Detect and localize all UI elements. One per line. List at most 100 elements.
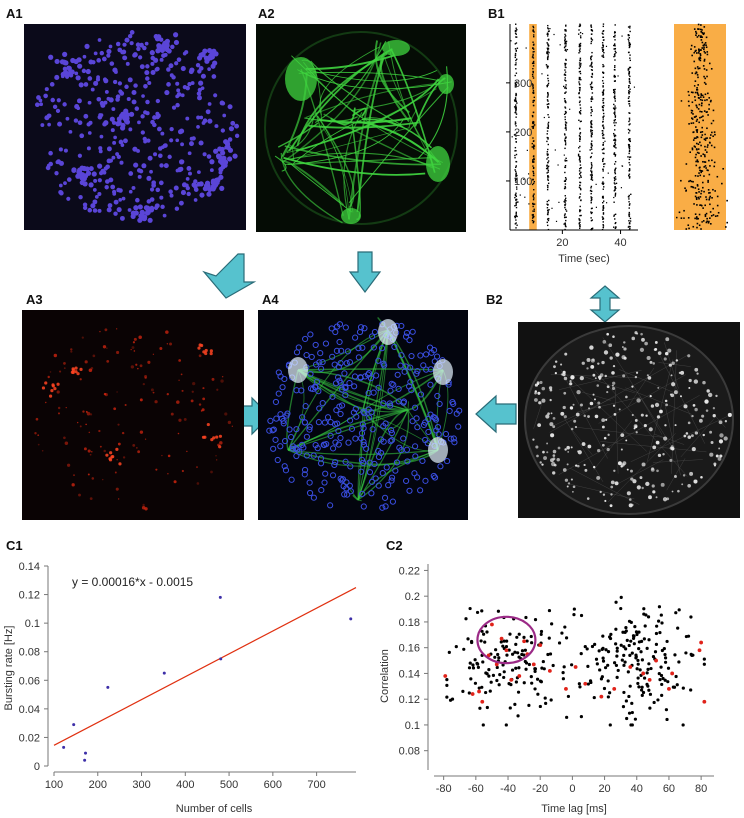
cell-dot xyxy=(539,461,542,464)
c2-data-point xyxy=(627,643,631,648)
spike-mark xyxy=(628,117,631,119)
zoom-spike-mark xyxy=(692,225,695,228)
cell-dot xyxy=(646,374,649,377)
c2-data-point xyxy=(662,647,666,651)
cell-dot xyxy=(97,163,103,169)
spike-mark xyxy=(514,111,516,114)
cell-dot xyxy=(155,187,161,193)
zoom-spike-mark xyxy=(700,204,702,206)
cell-dot xyxy=(575,412,580,417)
c2-data-point xyxy=(473,658,477,662)
roi-ring xyxy=(344,348,352,355)
c2-data-point xyxy=(527,662,531,667)
spike-mark xyxy=(532,213,534,216)
spike-mark xyxy=(615,147,617,149)
spike-mark xyxy=(578,157,581,159)
cell-dot xyxy=(140,130,145,135)
spike-mark xyxy=(515,94,517,97)
red-spot xyxy=(118,462,122,466)
cell-dot xyxy=(118,188,123,193)
zoom-spike-mark xyxy=(694,187,697,189)
spike-mark xyxy=(628,145,631,148)
cell-dot xyxy=(630,469,633,473)
spike-mark xyxy=(628,152,630,155)
c2-data-point xyxy=(479,639,483,643)
c2-data-point xyxy=(499,640,503,644)
spike-mark xyxy=(602,181,604,183)
red-spot xyxy=(220,379,224,383)
spike-mark xyxy=(533,99,535,102)
spike-mark xyxy=(515,116,517,118)
cell-dot xyxy=(620,448,623,451)
c2-data-point xyxy=(648,706,652,710)
c2-data-point xyxy=(608,723,612,727)
cell-dot xyxy=(105,179,110,184)
spike-mark xyxy=(564,224,567,226)
spike-mark xyxy=(601,47,603,49)
c2-data-point xyxy=(547,636,551,640)
roi-ring xyxy=(307,370,314,378)
cell-dot xyxy=(612,381,616,385)
roi-ring xyxy=(375,447,382,455)
spike-mark xyxy=(515,199,517,201)
spike-mark xyxy=(564,176,567,179)
cell-dot xyxy=(597,362,600,365)
c2-data-point xyxy=(681,686,685,690)
spike-mark xyxy=(564,204,566,207)
cell-dot xyxy=(144,70,150,76)
neurite xyxy=(562,414,604,482)
zoom-spike-mark xyxy=(696,106,698,109)
cell-dot xyxy=(99,100,105,106)
cell-dot xyxy=(115,94,121,99)
cell-dot xyxy=(175,168,180,173)
overlay-image-a4 xyxy=(258,310,468,520)
roi-ring xyxy=(370,389,377,396)
cell-dot xyxy=(130,213,136,219)
spike-mark xyxy=(602,82,605,84)
spike-mark xyxy=(629,66,632,69)
roi-ring xyxy=(292,445,299,452)
roi-ring xyxy=(456,407,463,414)
c2-data-point xyxy=(646,684,650,688)
zoom-spike-mark xyxy=(709,142,711,144)
neurite xyxy=(614,387,619,474)
red-spot xyxy=(195,466,198,469)
red-spot xyxy=(142,503,145,507)
cell-dot xyxy=(564,448,567,451)
spike-mark xyxy=(604,163,606,165)
cell-dot xyxy=(581,442,586,446)
cell-dot xyxy=(547,412,550,416)
spike-mark xyxy=(579,112,582,114)
cell-dot xyxy=(98,149,103,154)
spike-mark xyxy=(614,105,616,107)
zoom-spike-mark xyxy=(695,71,698,73)
c2-data-point xyxy=(639,650,643,654)
zoom-spike-mark xyxy=(688,104,690,107)
cell-dot xyxy=(560,363,563,366)
c2-data-point xyxy=(665,639,669,644)
zoom-spike-mark xyxy=(706,51,709,53)
spike-mark xyxy=(602,36,604,38)
zoom-spike-mark xyxy=(700,35,702,37)
cell-dot xyxy=(536,454,539,458)
spike-mark xyxy=(515,36,518,38)
c2-highlighted-point xyxy=(443,674,448,678)
spike-mark xyxy=(532,60,535,63)
spike-mark xyxy=(630,193,632,196)
red-spot xyxy=(71,483,75,487)
spike-mark xyxy=(590,162,593,164)
neurite xyxy=(654,433,685,445)
c2-data-point xyxy=(620,658,624,662)
roi-ring xyxy=(317,365,325,372)
c2-data-point xyxy=(579,613,584,618)
cell-dot xyxy=(664,399,668,403)
cell-dot xyxy=(166,67,171,72)
spike-mark xyxy=(532,71,535,73)
roi-ring xyxy=(346,379,353,387)
cell-dot xyxy=(539,380,543,385)
zoom-spike-mark xyxy=(703,190,705,193)
spike-mark xyxy=(628,70,630,73)
spike-mark xyxy=(620,187,623,189)
zoom-spike-mark xyxy=(701,126,703,129)
roi-ring xyxy=(431,474,439,481)
